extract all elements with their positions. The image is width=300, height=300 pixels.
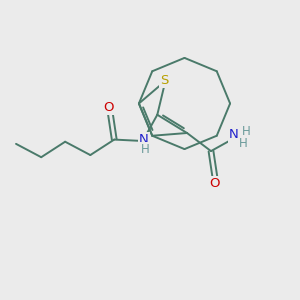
Text: O: O	[210, 177, 220, 190]
Text: N: N	[229, 128, 239, 142]
Text: H: H	[242, 125, 250, 138]
Text: H: H	[141, 143, 149, 156]
Text: H: H	[239, 137, 248, 150]
Text: N: N	[139, 133, 149, 146]
Text: O: O	[103, 101, 114, 114]
Text: S: S	[160, 74, 168, 87]
